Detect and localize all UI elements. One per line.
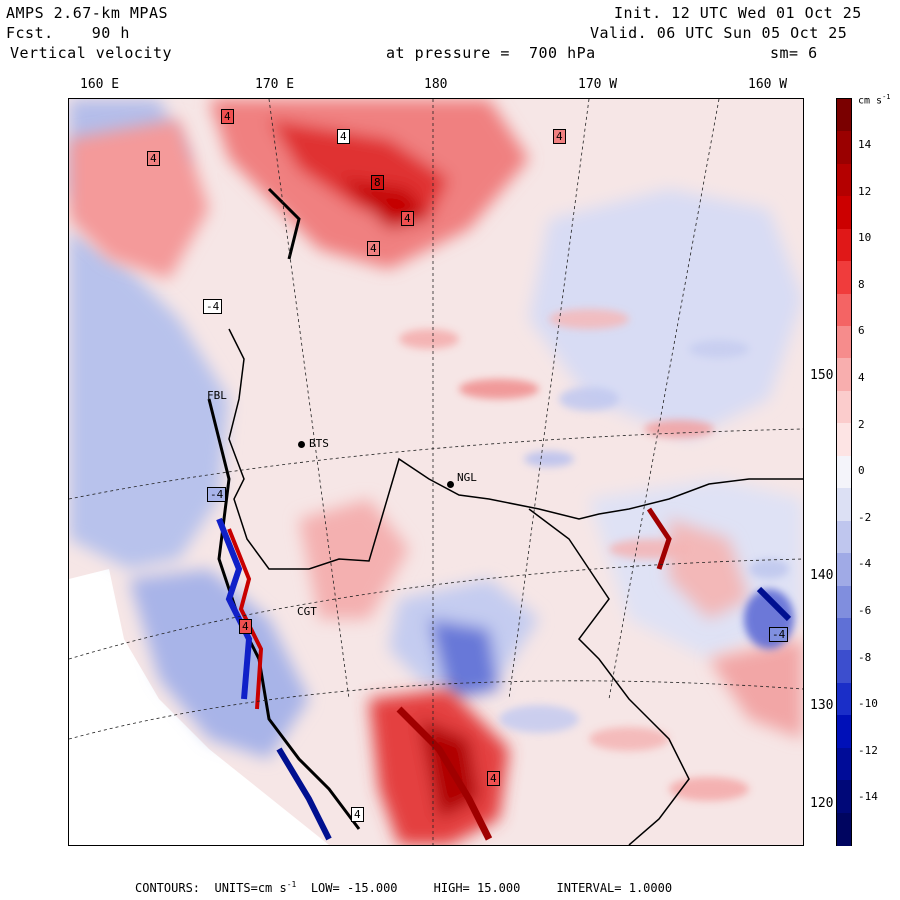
contour-label: 4 [221,109,234,124]
colorbar-tick-label: -4 [858,557,872,571]
contour-label: 4 [351,807,364,822]
colorbar-tick-label: 12 [858,184,872,198]
colorbar-tick-label: 6 [858,324,865,338]
contour-label: -4 [769,627,789,642]
colorbar-segment [837,261,851,295]
footer-high: HIGH= 15.000 [433,881,521,895]
colorbar-tick-label: 10 [858,231,872,245]
colorbar-tick-label: 2 [858,417,865,431]
smoothing-label: sm= 6 [770,44,818,62]
station-label: NGL [457,471,477,484]
colorbar-segment [837,423,851,457]
colorbar-tick-label: -6 [858,604,872,617]
footer-contours-label: CONTOURS: [135,881,201,895]
colorbar-segment [837,488,851,522]
contour-label: 4 [239,619,252,634]
colorbar-tick-label: 14 [858,138,872,151]
station-dot [298,441,305,448]
lon-label: 160 W [748,77,788,92]
colorbar-tick-label: 0 [858,464,865,478]
model-title: AMPS 2.67-km MPAS [6,4,169,22]
lon-label: 160 E [80,77,120,92]
no-data-region [69,569,329,845]
colorbar-segment [837,682,851,717]
pressure-value: 700 hPa [528,44,596,62]
colorbar-segment [837,780,851,814]
vertical-velocity-map: 4 4 4 8 4 4 4 -4 -4 4 -4 4 4 BTS NGL FBL… [68,98,804,846]
colorbar-segment [837,196,851,230]
colorbar-segment [837,358,851,392]
contour-label: 4 [401,211,414,226]
colorbar [836,98,852,846]
colorbar-segment [837,553,851,587]
pressure-line: at pressure = 700 hPa [386,44,596,62]
contour-label: 4 [487,771,500,786]
colorbar-segment [837,131,851,165]
graticule [69,99,803,845]
station-dot [447,481,454,488]
colorbar-tick-label: 8 [858,277,865,291]
lon-label: 170 W [578,77,618,92]
colorbar-segment [837,326,851,360]
colorbar-segment [837,520,851,555]
footer-interval: INTERVAL= 1.0000 [556,881,673,895]
pressure-label: at pressure = [386,44,510,62]
colorbar-tick-label: 4 [858,371,865,384]
colorbar-segment [837,455,851,490]
contour-label: 8 [371,175,384,190]
field-name: Vertical velocity [10,44,173,62]
contour-label: 4 [367,241,380,256]
contour-label: 4 [147,151,160,166]
colorbar-segment [837,293,851,328]
colorbar-segment [837,390,851,425]
colorbar-segment [837,99,851,133]
station-label: CGT [297,605,317,618]
contour-label: -4 [203,299,223,314]
colorbar-tick-label: -8 [858,650,872,664]
colorbar-tick-label: -12 [858,743,878,757]
colorbar-tick-label: -14 [858,790,878,804]
mountain-waves [207,187,792,841]
colorbar-tick-label: -10 [858,697,878,711]
footer-units: UNITS=cm s [214,881,287,895]
contour-label: 4 [337,129,350,144]
colorbar-segment [837,715,851,749]
map-svg [69,99,803,845]
colorbar-tick-label: -2 [858,510,872,524]
colorbar-segment [837,163,851,198]
station-label: BTS [309,437,329,450]
colorbar-segment [837,747,851,782]
colorbar-segment [837,650,851,684]
colorbar-segment [837,812,851,846]
init-time: Init. 12 UTC Wed 01 Oct 25 [614,4,862,22]
forecast-hours: 90 h [91,24,130,42]
colorbar-segment [837,617,851,652]
forecast-label: Fcst. [6,24,54,42]
footer-units-exp: -1 [286,880,297,889]
lon-label: 170 E [255,77,295,92]
forecast-line: Fcst. 90 h [6,24,130,42]
footer-low: LOW= -15.000 [310,881,398,895]
footer-legend: CONTOURS: UNITS=cm s-1 LOW= -15.000 HIGH… [135,880,672,895]
ice-shelf-edge [528,508,690,845]
contour-label: -4 [207,487,227,502]
lon-label: 180 [424,77,448,92]
coastline [228,328,803,570]
valid-time: Valid. 06 UTC Sun 05 Oct 25 [590,24,848,42]
colorbar-segment [837,228,851,263]
station-label: FBL [207,389,227,402]
colorbar-unit: cm s-1 [858,93,891,107]
contour-label: 4 [553,129,566,144]
colorbar-segment [837,585,851,619]
